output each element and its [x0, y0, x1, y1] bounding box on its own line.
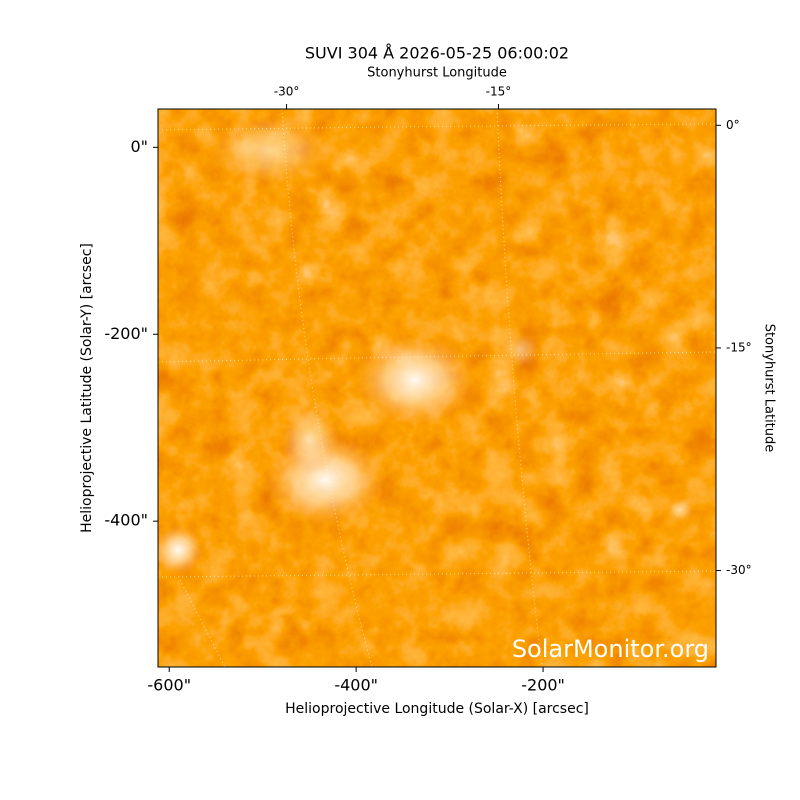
- x-tick-label: -600": [147, 676, 191, 695]
- x2-tick-label: -15°: [486, 85, 512, 99]
- y2-tick-label: -30°: [726, 563, 752, 577]
- y-label: Helioprojective Latitude (Solar-Y) [arcs…: [79, 243, 95, 533]
- x2-label: Stonyhurst Longitude: [367, 66, 507, 81]
- x2-tick-label: -30°: [274, 85, 300, 99]
- x-tick-label: -200": [521, 676, 565, 695]
- x-tick-label: -400": [334, 676, 378, 695]
- y2-label: Stonyhurst Latitude: [762, 324, 777, 453]
- y-tick-label: -400": [104, 511, 148, 530]
- axes-frame: [157, 108, 717, 668]
- y2-tick-label: -15°: [726, 340, 752, 354]
- y-tick-label: -200": [104, 324, 148, 343]
- solar-image: [158, 109, 716, 667]
- y2-tick-label: 0°: [726, 118, 740, 132]
- x-label: Helioprojective Longitude (Solar-X) [arc…: [285, 701, 589, 717]
- y-tick-label: 0": [130, 137, 148, 156]
- watermark: SolarMonitor.org: [512, 635, 709, 663]
- title: SUVI 304 Å 2026-05-25 06:00:02: [305, 44, 569, 63]
- coordinate-grid: [158, 109, 716, 667]
